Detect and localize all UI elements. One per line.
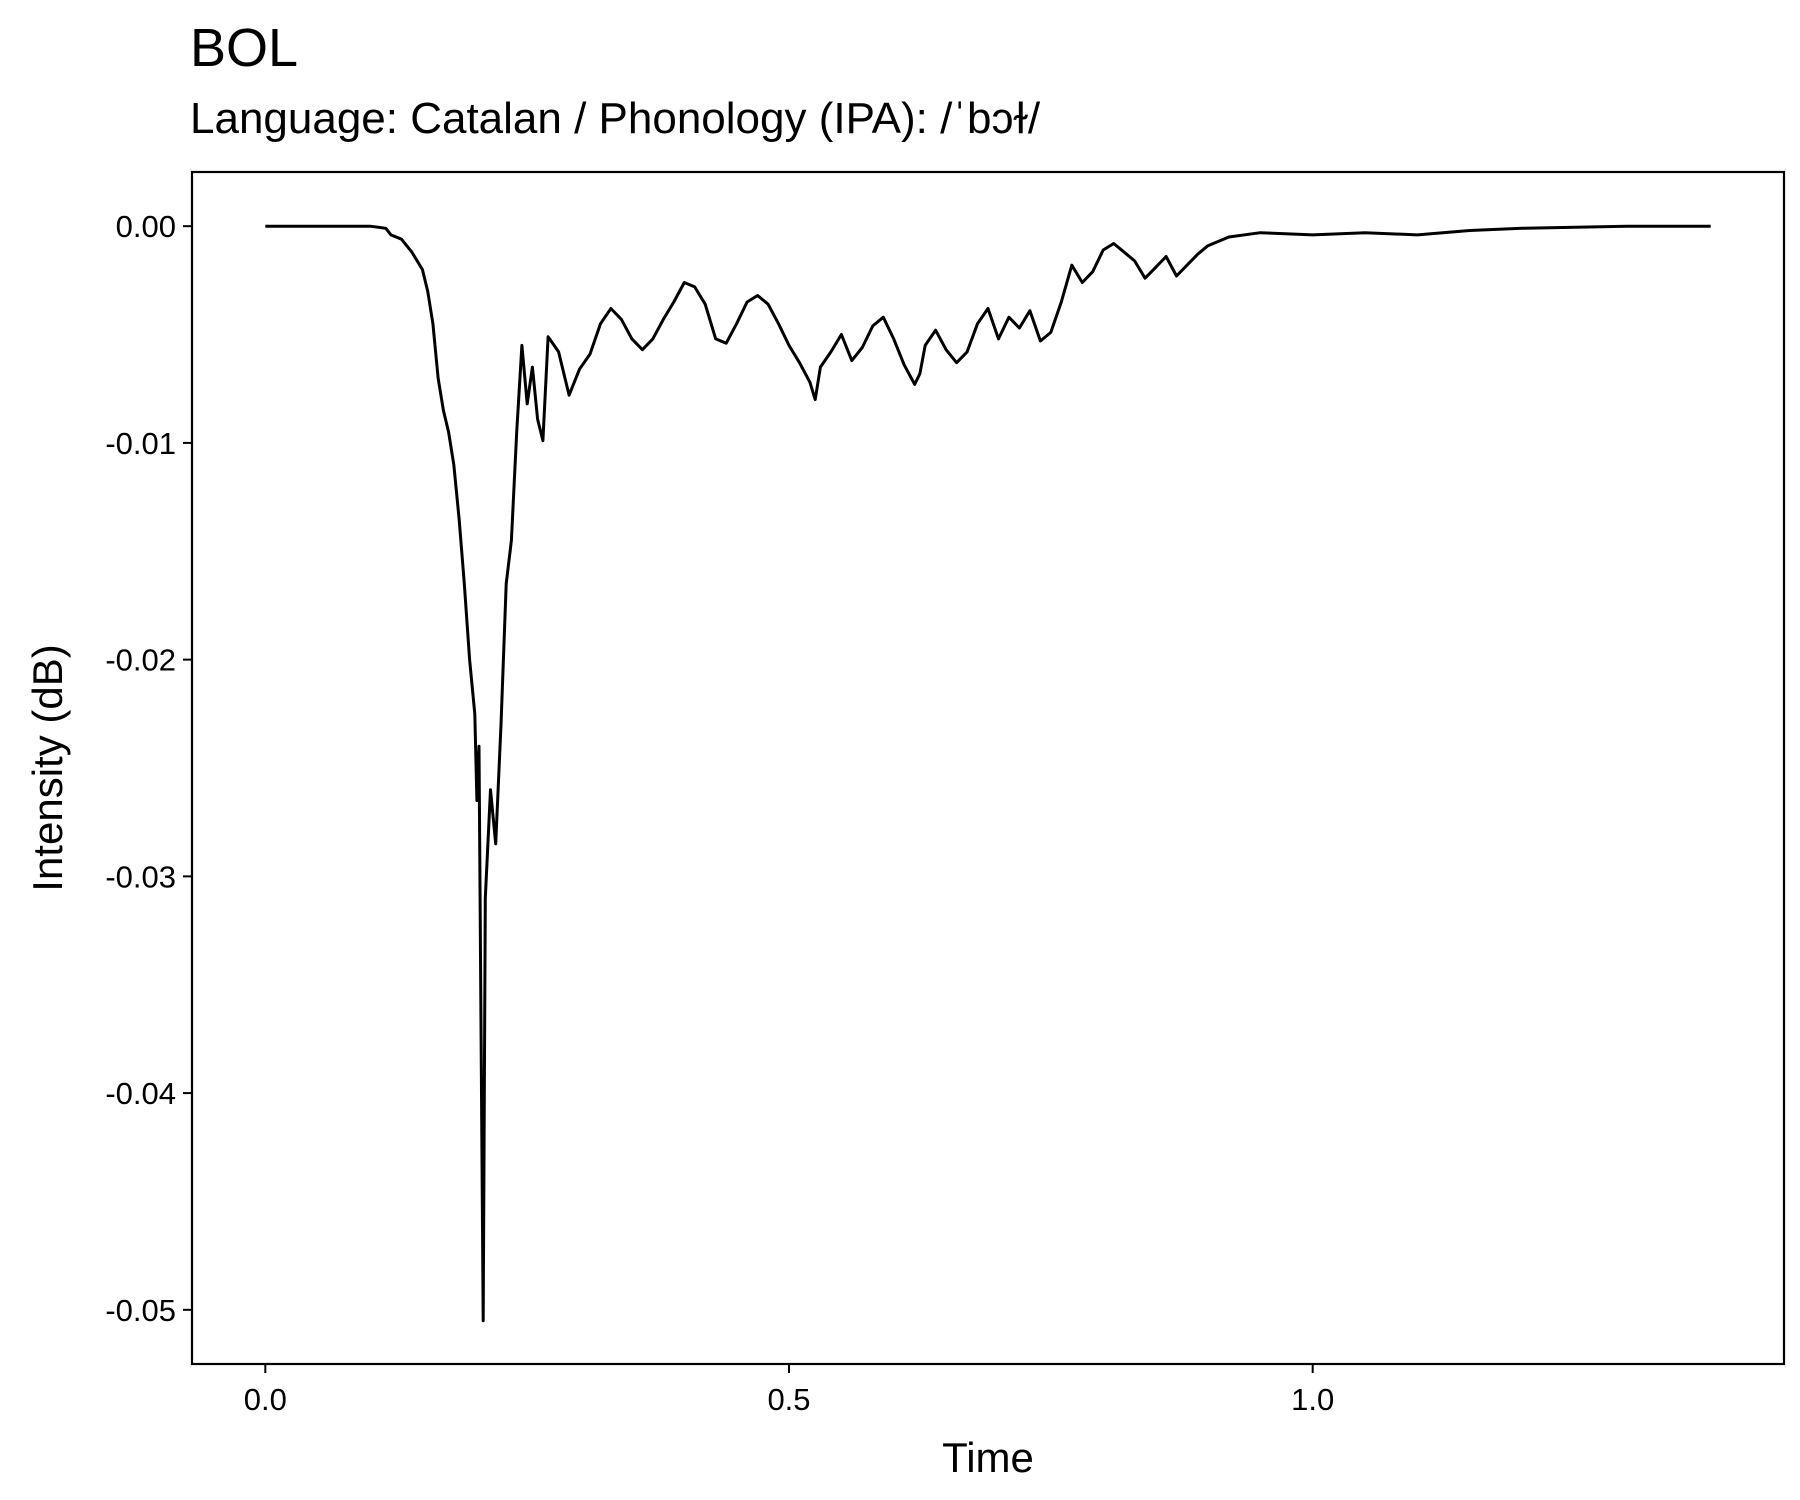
x-axis: 0.0 0.5 1.0	[244, 1364, 1334, 1417]
x-tick-label: 0.5	[767, 1382, 810, 1417]
y-axis-title: Intensity (dB)	[24, 644, 71, 891]
x-tick-label: 0.0	[244, 1382, 287, 1417]
y-tick-label: -0.01	[105, 426, 176, 461]
y-tick-label: -0.04	[105, 1076, 176, 1111]
intensity-series-line	[265, 224, 1711, 1323]
y-tick-label: -0.05	[105, 1293, 176, 1328]
plot-panel-border	[190, 170, 1786, 1366]
x-axis-title: Time	[942, 1434, 1034, 1481]
y-tick-label: -0.02	[105, 643, 176, 678]
chart-title: BOL	[190, 18, 299, 78]
y-axis: 0.00 -0.01 -0.02 -0.03 -0.04 -0.05	[105, 209, 192, 1328]
y-tick-label: 0.00	[116, 209, 176, 244]
y-tick-label: -0.03	[105, 859, 176, 894]
x-tick-label: 1.0	[1291, 1382, 1334, 1417]
chart-subtitle: Language: Catalan / Phonology (IPA): /ˈb…	[190, 94, 1041, 143]
